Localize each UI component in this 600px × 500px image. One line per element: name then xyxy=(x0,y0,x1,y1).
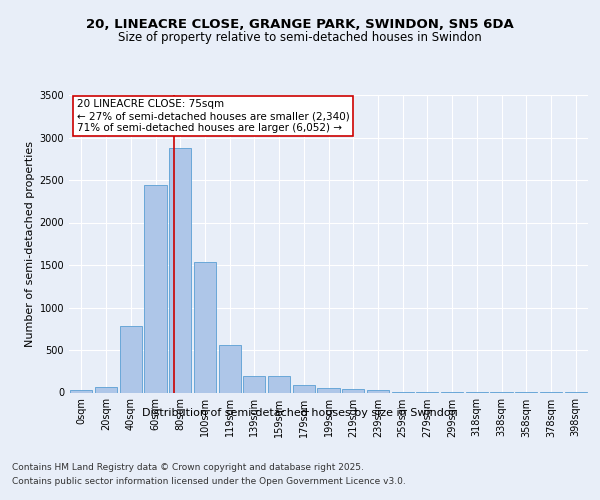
Text: Distribution of semi-detached houses by size in Swindon: Distribution of semi-detached houses by … xyxy=(142,408,458,418)
Bar xyxy=(95,388,117,392)
Text: 20, LINEACRE CLOSE, GRANGE PARK, SWINDON, SN5 6DA: 20, LINEACRE CLOSE, GRANGE PARK, SWINDON… xyxy=(86,18,514,30)
Bar xyxy=(243,376,265,392)
Bar xyxy=(218,346,241,393)
Bar xyxy=(70,390,92,392)
Bar xyxy=(194,262,216,392)
Bar xyxy=(293,386,315,392)
Text: 20 LINEACRE CLOSE: 75sqm
← 27% of semi-detached houses are smaller (2,340)
71% o: 20 LINEACRE CLOSE: 75sqm ← 27% of semi-d… xyxy=(77,100,350,132)
Y-axis label: Number of semi-detached properties: Number of semi-detached properties xyxy=(25,141,35,347)
Text: Contains HM Land Registry data © Crown copyright and database right 2025.: Contains HM Land Registry data © Crown c… xyxy=(12,462,364,471)
Bar xyxy=(317,388,340,392)
Bar xyxy=(169,148,191,392)
Bar xyxy=(342,388,364,392)
Text: Contains public sector information licensed under the Open Government Licence v3: Contains public sector information licen… xyxy=(12,478,406,486)
Bar xyxy=(145,185,167,392)
Bar xyxy=(268,376,290,392)
Text: Size of property relative to semi-detached houses in Swindon: Size of property relative to semi-detach… xyxy=(118,31,482,44)
Bar xyxy=(119,326,142,392)
Bar xyxy=(367,390,389,392)
